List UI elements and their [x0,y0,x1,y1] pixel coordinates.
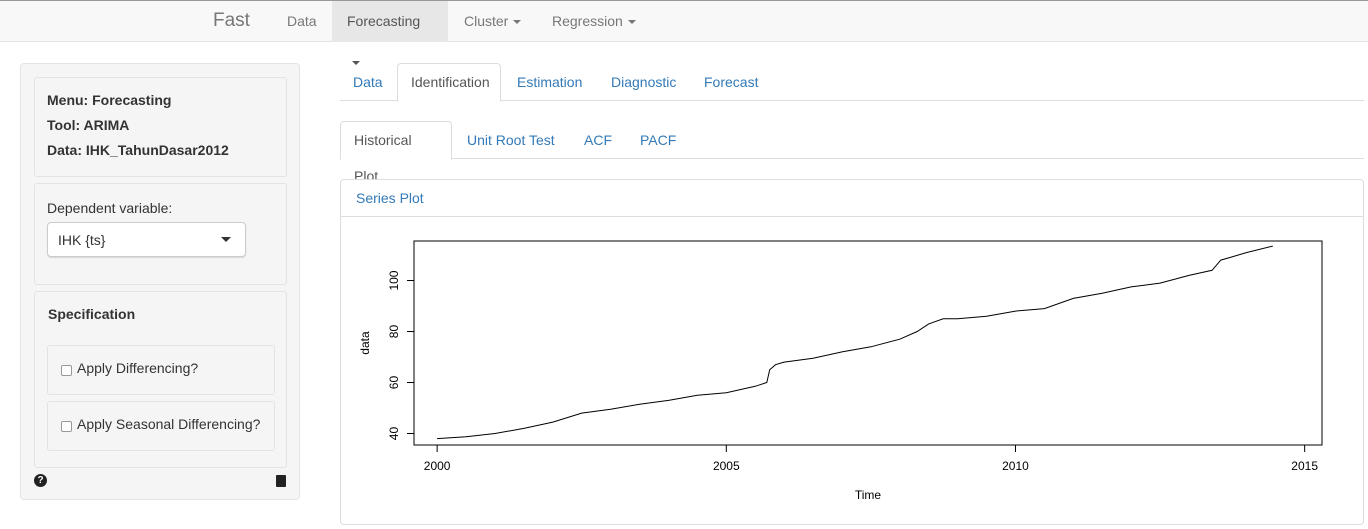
dependent-variable-select[interactable]: IHK {ts} [47,222,246,257]
subtab-pacf[interactable]: PACF [640,132,677,148]
y-tick-label: 100 [387,270,401,290]
y-tick-label: 60 [387,376,401,390]
apply-seasonal-differencing-option[interactable]: Apply Seasonal Differencing? [47,401,275,451]
x-tick-label: 2015 [1291,459,1318,473]
nav-cluster[interactable]: Cluster [449,1,536,42]
y-tick-label: 40 [387,427,401,441]
tab-forecast[interactable]: Forecast [704,74,759,90]
tab-data[interactable]: Data [353,74,383,90]
nav-forecasting[interactable]: Forecasting [332,1,448,66]
caret-down-icon [352,61,360,66]
question-circle-icon[interactable]: ? [34,474,47,487]
identification-subtabs: Historical Plot Unit Root Test ACF PACF [340,121,1364,184]
x-tick-label: 2000 [424,459,451,473]
dropdown-arrow-icon [221,237,231,242]
apply-differencing-option[interactable]: Apply Differencing? [47,345,275,395]
panel-title[interactable]: Series Plot [356,190,424,206]
series-plot-panel: Series Plot 2000 2005 2010 2015 40 60 80 100 T… [340,179,1364,525]
tab-diagnostic[interactable]: Diagnostic [611,74,677,90]
x-tick-label: 2005 [713,459,740,473]
subtab-acf[interactable]: ACF [584,132,612,148]
specification-title: Specification [48,306,136,322]
nav-regression[interactable]: Regression [537,1,651,42]
x-tick-label: 2010 [1002,459,1029,473]
apply-differencing-checkbox[interactable] [61,365,72,376]
specification-well: Specification Apply Differencing? Apply … [34,291,287,468]
apply-seasonal-differencing-label[interactable]: Apply Seasonal Differencing? [77,416,261,432]
tool-info: Tool: ARIMA [47,117,130,133]
panel-heading: Series Plot [341,180,1363,217]
sidebar: Menu: Forecasting Tool: ARIMA Data: IHK_… [20,63,300,500]
tab-identification[interactable]: Identification [397,63,501,102]
x-axis: 2000 2005 2010 2015 [424,444,1318,473]
tab-estimation[interactable]: Estimation [517,74,583,90]
menu-info: Menu: Forecasting [47,92,172,108]
y-tick-label: 80 [387,325,401,339]
info-well: Menu: Forecasting Tool: ARIMA Data: IHK_… [34,77,287,177]
y-axis: 40 60 80 100 [387,270,415,441]
plot-frame [413,240,1323,446]
x-axis-label: Time [855,488,882,502]
series-line [437,245,1273,440]
subtab-unit-root-test[interactable]: Unit Root Test [467,132,555,148]
dependent-variable-label: Dependent variable: [47,200,173,216]
navbar: Fast Data Forecasting Cluster Regression [0,0,1368,66]
caret-down-icon [627,20,636,25]
dependent-variable-value: IHK {ts} [58,232,106,248]
y-axis-label: data [358,331,372,355]
caret-down-icon [513,20,522,25]
main-tabs: Data Identification Estimation Diagnosti… [340,63,1364,102]
apply-seasonal-differencing-checkbox[interactable] [61,421,72,432]
apply-differencing-label[interactable]: Apply Differencing? [77,360,199,376]
book-icon[interactable] [276,475,286,487]
series-plot: 2000 2005 2010 2015 40 60 80 100 Time data [358,240,1323,502]
brand[interactable]: Fast [213,10,250,31]
subtab-historical-plot[interactable]: Historical Plot [340,121,452,184]
nav-data[interactable]: Data [287,13,317,29]
data-info: Data: IHK_TahunDasar2012 [47,142,229,158]
dependent-well: Dependent variable: IHK {ts} [34,183,287,285]
